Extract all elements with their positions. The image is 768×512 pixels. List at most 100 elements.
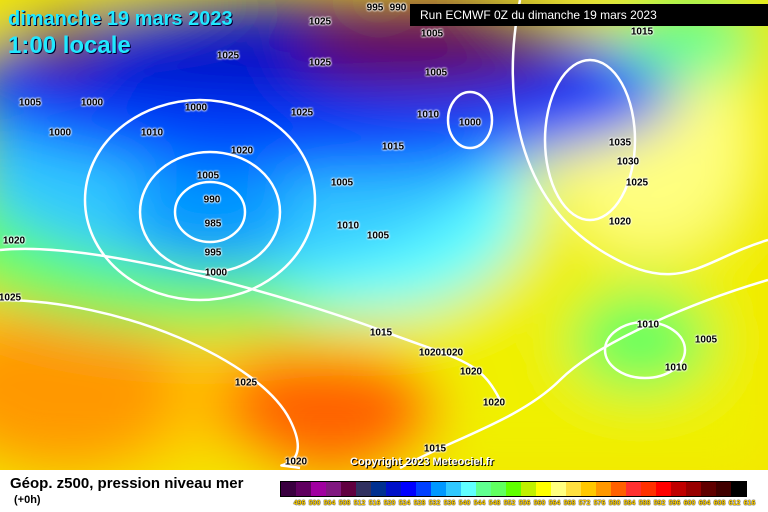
isobar-label: 1000 xyxy=(184,102,208,114)
scale-tick-label: 592 xyxy=(653,500,666,507)
color-swatch xyxy=(506,482,521,496)
isobar-label: 1025 xyxy=(625,177,649,189)
color-swatch xyxy=(536,482,551,496)
scale-tick-label: 508 xyxy=(338,500,351,507)
isobar-label: 1005 xyxy=(420,28,444,40)
color-swatch xyxy=(416,482,431,496)
color-swatch xyxy=(371,482,386,496)
isobar-label: 1000 xyxy=(204,267,228,279)
color-swatch xyxy=(701,482,716,496)
color-swatch xyxy=(581,482,596,496)
isobar-label: 1020 xyxy=(284,456,308,468)
scale-tick-label: 552 xyxy=(503,500,516,507)
scale-tick-label: 548 xyxy=(488,500,501,507)
isobar-label: 1025 xyxy=(308,16,332,28)
forecast-date: dimanche 19 mars 2023 xyxy=(8,8,233,30)
color-swatch xyxy=(731,482,746,496)
copyright: Copyright 2023 Meteociel.fr xyxy=(350,456,494,468)
scale-tick-label: 588 xyxy=(638,500,651,507)
color-swatch xyxy=(281,482,296,496)
isobar-label: 1020 xyxy=(608,216,632,228)
scale-tick-label: 556 xyxy=(518,500,531,507)
scale-tick-label: 540 xyxy=(458,500,471,507)
color-swatch xyxy=(356,482,371,496)
scale-tick-label: 528 xyxy=(413,500,426,507)
color-swatch xyxy=(566,482,581,496)
color-swatch xyxy=(431,482,446,496)
isobar-label: 995 xyxy=(204,247,222,259)
isobar-label: 1015 xyxy=(369,327,393,339)
scale-tick-label: 524 xyxy=(398,500,411,507)
isobar-label: 990 xyxy=(203,194,221,206)
geopotential-field xyxy=(0,0,768,470)
color-swatch xyxy=(311,482,326,496)
color-swatch xyxy=(596,482,611,496)
isobar-label: 1025 xyxy=(308,57,332,69)
isobar-lines xyxy=(0,0,768,470)
isobar-label: 1010 xyxy=(416,109,440,121)
isobar-label: 1015 xyxy=(381,141,405,153)
color-swatch xyxy=(326,482,341,496)
color-swatch xyxy=(401,482,416,496)
isobar-label: 1000 xyxy=(80,97,104,109)
color-swatch xyxy=(386,482,401,496)
isobar-label: 1020 xyxy=(440,347,464,359)
isobar-label: 1010 xyxy=(636,319,660,331)
isobar-label: 1020 xyxy=(230,145,254,157)
isobar-label: 1000 xyxy=(48,127,72,139)
isobar-label: 995 xyxy=(366,2,384,14)
scale-tick-label: 596 xyxy=(668,500,681,507)
scale-tick-label: 572 xyxy=(578,500,591,507)
isobar-label: 1020 xyxy=(459,366,483,378)
color-swatch xyxy=(686,482,701,496)
lead-time: (+0h) xyxy=(14,494,41,506)
color-swatch xyxy=(716,482,731,496)
color-swatch xyxy=(656,482,671,496)
scale-tick-label: 568 xyxy=(563,500,576,507)
color-swatch xyxy=(626,482,641,496)
color-swatch xyxy=(461,482,476,496)
scale-tick-label: 600 xyxy=(683,500,696,507)
isobar-label: 1025 xyxy=(290,107,314,119)
color-swatch xyxy=(341,482,356,496)
color-swatch xyxy=(551,482,566,496)
scale-tick-label: 504 xyxy=(323,500,336,507)
model-run-banner: Run ECMWF 0Z du dimanche 19 mars 2023 xyxy=(410,4,768,26)
isobar-label: 1015 xyxy=(423,443,447,455)
isobar-label: 1025 xyxy=(216,50,240,62)
color-scale xyxy=(280,481,747,497)
scale-tick-label: 584 xyxy=(623,500,636,507)
scale-tick-label: 500 xyxy=(308,500,321,507)
forecast-time: 1:00 locale xyxy=(8,32,131,59)
scale-tick-label: 564 xyxy=(548,500,561,507)
scale-tick-label: 520 xyxy=(383,500,396,507)
scale-tick-label: 560 xyxy=(533,500,546,507)
isobar-label: 1015 xyxy=(630,26,654,38)
map-title: Géop. z500, pression niveau mer xyxy=(10,475,244,492)
scale-tick-label: 536 xyxy=(443,500,456,507)
scale-tick-label: 532 xyxy=(428,500,441,507)
color-swatch xyxy=(296,482,311,496)
color-swatch xyxy=(641,482,656,496)
color-swatch xyxy=(491,482,506,496)
color-scale-labels: 496 500 504 508 512 516 520 524 528 532 536 540 544 5… xyxy=(292,500,757,507)
scale-tick-label: 616 xyxy=(743,500,756,507)
isobar-label: 1035 xyxy=(608,137,632,149)
isobar-label: 1005 xyxy=(196,170,220,182)
color-swatch xyxy=(611,482,626,496)
isobar-label: 1010 xyxy=(664,362,688,374)
scale-tick-label: 576 xyxy=(593,500,606,507)
isobar-label: 1005 xyxy=(424,67,448,79)
color-swatch xyxy=(521,482,536,496)
isobar-label: 1000 xyxy=(458,117,482,129)
color-swatch xyxy=(446,482,461,496)
scale-tick-label: 608 xyxy=(713,500,726,507)
color-swatch xyxy=(476,482,491,496)
scale-tick-label: 580 xyxy=(608,500,621,507)
isobar-label: 1005 xyxy=(18,97,42,109)
isobar-label: 1020 xyxy=(418,347,442,359)
scale-tick-label: 512 xyxy=(353,500,366,507)
scale-tick-label: 612 xyxy=(728,500,741,507)
isobar-label: 1005 xyxy=(330,177,354,189)
isobar-label: 1005 xyxy=(694,334,718,346)
